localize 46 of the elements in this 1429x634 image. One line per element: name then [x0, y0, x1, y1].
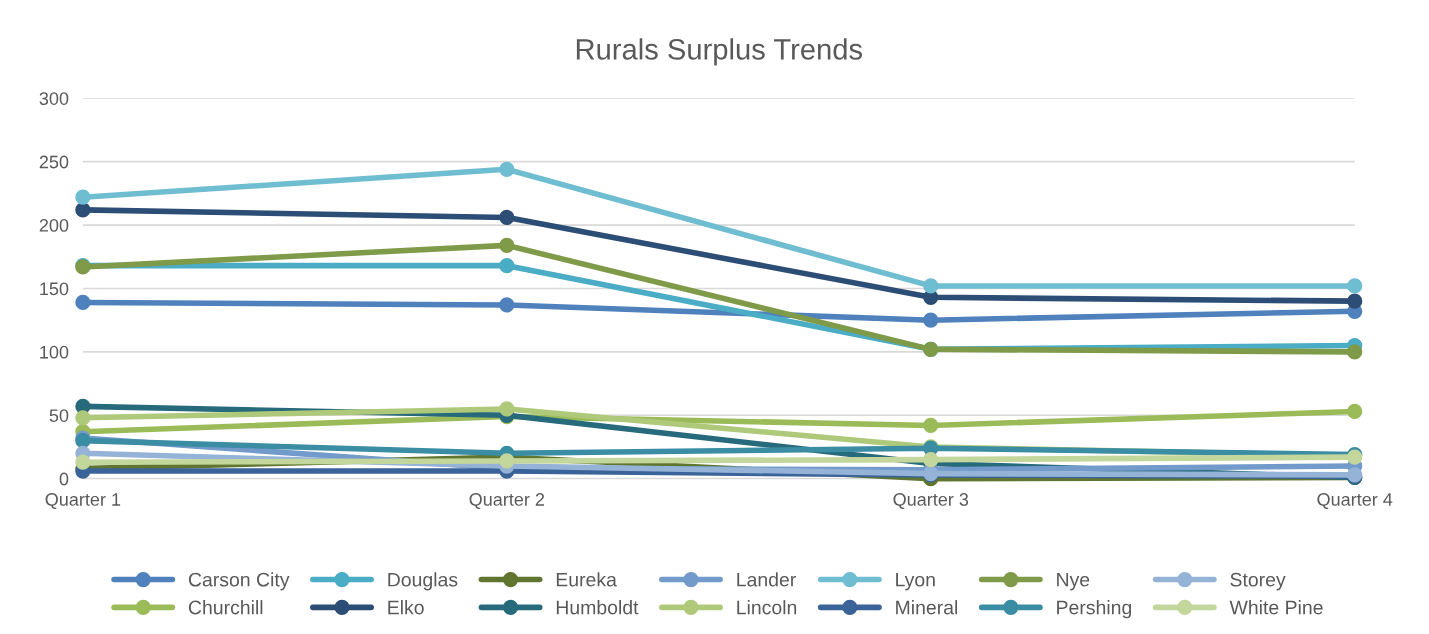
y-tick-label: 150 [40, 282, 69, 296]
legend-label: Mineral [896, 600, 958, 615]
point [923, 278, 939, 294]
legend-label: Lander [737, 572, 796, 587]
legend-label: Storey [1230, 572, 1286, 591]
point [75, 410, 91, 426]
chart-title: Rurals Surplus Trends [576, 38, 863, 66]
y-tick-label: 250 [39, 155, 69, 169]
point [75, 454, 91, 470]
x-tick-label: Quarter 1 [45, 493, 121, 510]
legend-label: Lincoln [737, 600, 797, 615]
y-tick-label: 0 [59, 472, 69, 486]
point [1347, 403, 1363, 420]
point [499, 401, 515, 417]
legend-label: Elko [388, 600, 424, 615]
point [499, 209, 515, 226]
point [499, 258, 515, 274]
legend-label: Carson City [188, 572, 290, 591]
point [499, 453, 515, 469]
point [923, 417, 939, 434]
x-tick-label: Quarter 2 [469, 493, 545, 510]
legend-label: Pershing [1057, 600, 1132, 619]
legend-label: Lyon [896, 572, 935, 591]
point [1347, 278, 1363, 294]
y-tick-label: 100 [40, 345, 69, 359]
legend-label: Eureka [556, 572, 617, 587]
legend-label: Humboldt [556, 600, 639, 615]
point [1347, 344, 1363, 360]
point [499, 237, 515, 253]
point [499, 161, 515, 177]
point [75, 294, 91, 311]
point [923, 452, 939, 468]
point [923, 312, 939, 328]
legend-label: Douglas [388, 572, 458, 591]
legend-label: Churchill [188, 600, 263, 615]
x-tick-label: Quarter 3 [893, 493, 969, 510]
y-tick-label: 50 [49, 409, 69, 422]
x-tick-label: Quarter 4 [1317, 493, 1393, 510]
legend-label: White Pine [1229, 600, 1323, 615]
point [75, 202, 91, 218]
y-tick-label: 300 [39, 92, 69, 105]
point [499, 297, 515, 313]
legend-label: Nye [1057, 572, 1090, 591]
point [1347, 293, 1363, 309]
y-tick-label: 200 [39, 219, 69, 232]
point [75, 189, 91, 205]
